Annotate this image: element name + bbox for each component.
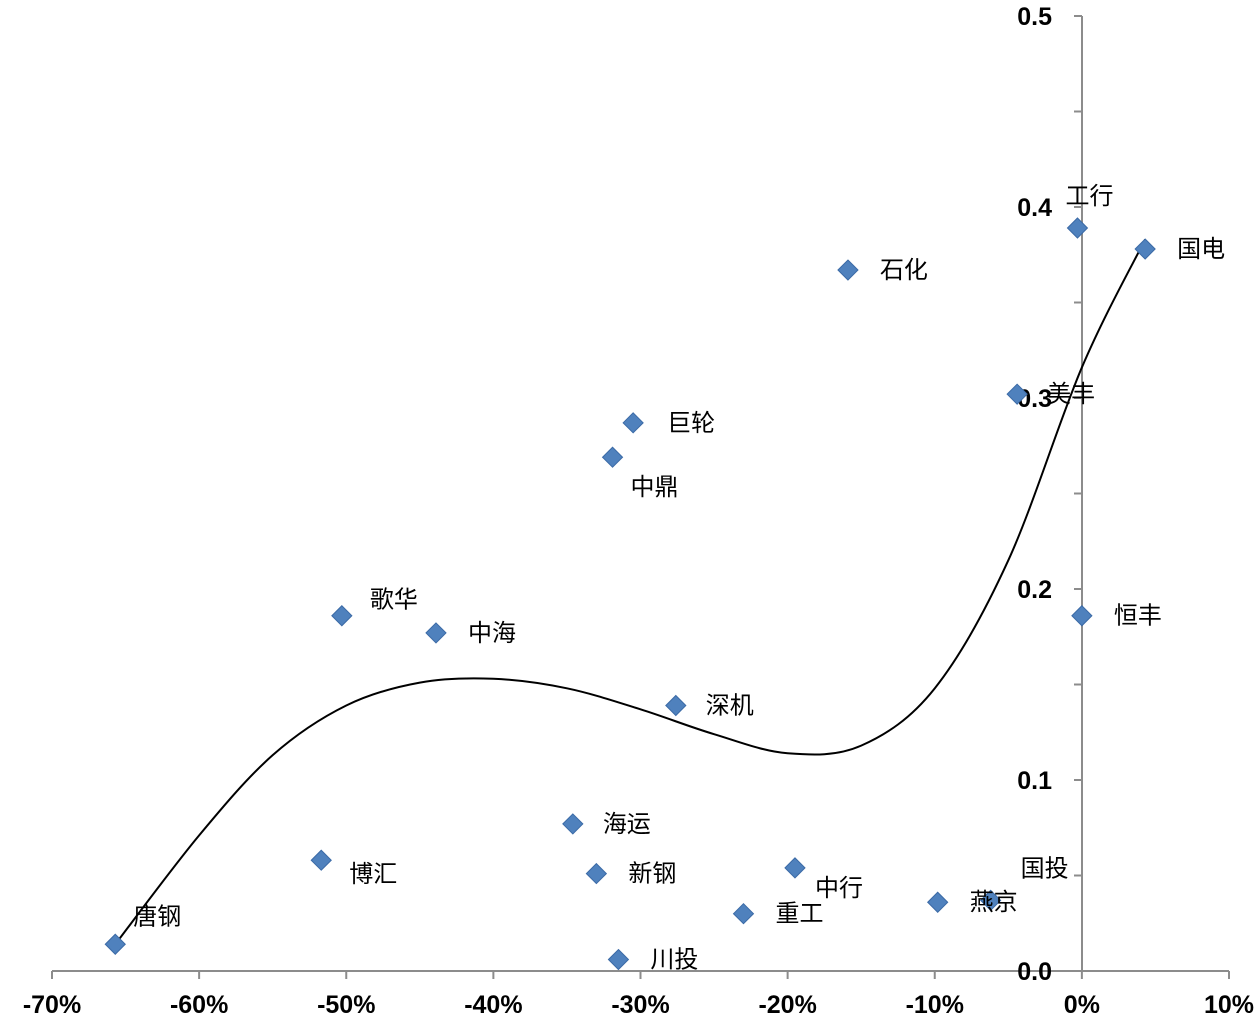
x-tick-label: -10% [906,991,964,1019]
data-point-label: 工行 [1065,182,1113,210]
data-point-label: 重工 [775,900,823,928]
x-axis: -70% -60% -50% -40% -30% -20% -10% 0% 10% [23,970,1254,1019]
data-point-label: 恒丰 [1114,602,1162,630]
data-point [331,605,353,627]
data-point-label: 歌华 [370,586,418,614]
data-point [1006,383,1028,405]
data-point-label: 国投 [1021,854,1069,882]
data-point-label: 深机 [706,692,754,720]
data-point-label: 中行 [815,874,863,902]
y-tick-label: 0.0 [1017,958,1052,986]
data-point [732,902,755,925]
data-point [607,948,630,971]
data-point [104,933,126,955]
data-point-label: 新钢 [628,860,676,888]
data-point-label: 石化 [880,256,928,284]
x-tick-label: -60% [170,991,228,1019]
x-tick-label: -20% [758,991,816,1019]
y-tick-label: 0.5 [1017,3,1052,31]
x-tick-label: -40% [464,991,522,1019]
data-point [585,862,608,885]
data-point [310,849,332,871]
y-tick-label: 0.2 [1017,576,1052,604]
data-point [425,622,447,644]
data-point-label: 美丰 [1047,380,1095,408]
trendline [114,239,1147,945]
y-tick-label: 0.1 [1017,767,1052,795]
data-point [622,412,644,434]
data-point-label: 燕京 [970,888,1018,916]
data-point-label: 中海 [468,619,516,647]
data-point [1134,238,1156,260]
data-point [1066,217,1089,239]
data-point [601,446,624,468]
x-tick-label: -70% [23,991,81,1019]
data-point [837,259,859,281]
data-point-label: 国电 [1177,235,1225,263]
x-tick-label: -30% [611,991,669,1019]
data-point [926,891,949,913]
x-tick-label: 0% [1064,991,1100,1019]
data-point [665,694,687,717]
y-axis: 0.00.10.20.30.40.5 [1017,3,1083,986]
data-point-label: 博汇 [349,860,397,888]
data-point [784,857,806,879]
data-point [1071,605,1093,627]
data-point [979,889,1002,912]
x-tick-label: -50% [317,991,375,1019]
data-point-label: 巨轮 [667,409,715,437]
y-tick-label: 0.4 [1017,194,1052,222]
x-tick-label: 10% [1204,991,1254,1019]
data-point [562,813,584,835]
data-point-label: 中鼎 [631,473,679,501]
data-point-label: 川投 [650,946,698,974]
data-points [104,217,1156,971]
data-point-label: 唐钢 [133,902,181,930]
data-point-label: 海运 [603,810,651,838]
